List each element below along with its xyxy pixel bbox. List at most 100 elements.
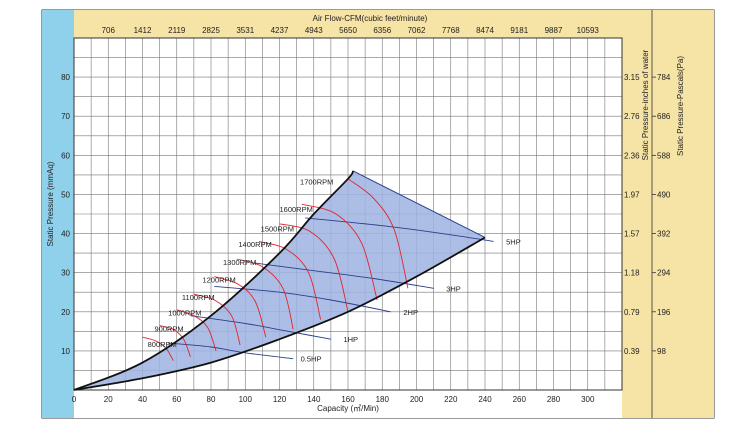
hp-curve: [168, 342, 294, 360]
hp-curves: 0.5HP 1HP 2HP 3HP 5HP: [168, 170, 521, 364]
rpm-curve: [236, 258, 294, 330]
rpm-label: 1600RPM: [280, 205, 313, 214]
cfm-tick-label: 2119: [168, 26, 186, 35]
pascal-tick-label: 490: [657, 190, 671, 199]
cfm-tick-label: 1412: [134, 26, 152, 35]
y-tick-label: 30: [61, 269, 70, 278]
pascal-tick-label: 784: [657, 73, 671, 82]
tick-labels: 0 20 40 60 80 100 120 140 160 180 200 220 240 260 280 3…: [61, 26, 671, 404]
hp-label: 0.5HP: [301, 355, 322, 364]
cfm-band: [74, 10, 622, 38]
x-tick-label: 240: [478, 395, 492, 404]
x-tick-label: 280: [547, 395, 561, 404]
y-tick-label: 70: [61, 112, 70, 121]
bottom-band: [74, 390, 622, 418]
x-tick-label: 120: [273, 395, 287, 404]
rpm-curve: [142, 336, 174, 361]
inches-tick-label: 2.36: [624, 151, 640, 160]
cfm-tick-label: 8474: [476, 26, 494, 35]
rpm-label: 1000RPM: [168, 309, 201, 318]
rpm-curve: [279, 223, 349, 312]
x-axis-label: Capacity (㎥/Min): [317, 404, 379, 413]
rpm-curve: [214, 276, 267, 338]
pascal-band: [652, 10, 714, 418]
inches-tick-label: 0.79: [624, 308, 640, 317]
left-band: [42, 10, 74, 418]
plot-border: [73, 37, 623, 391]
rpm-label: 900RPM: [154, 324, 183, 333]
x-tick-label: 80: [207, 395, 216, 404]
rpm-label: 1300RPM: [223, 258, 256, 267]
rpm-label: 1200RPM: [202, 275, 235, 284]
inches-tick-label: 1.18: [624, 269, 640, 278]
rpm-curve: [159, 325, 191, 357]
x-tick-label: 260: [513, 395, 527, 404]
hp-label: 2HP: [403, 308, 418, 317]
rpm-curve: [258, 240, 322, 320]
rpm-curve: [347, 178, 409, 289]
rpm-label: 1700RPM: [300, 178, 333, 187]
x-tick-label: 300: [581, 395, 595, 404]
cfm-tick-label: 6356: [373, 26, 391, 35]
hp-curve: [190, 315, 331, 340]
inches-tick-label: 2.76: [624, 112, 640, 121]
x-tick-label: 160: [341, 395, 355, 404]
hp-label: 1HP: [343, 335, 358, 344]
x-tick-label: 40: [138, 395, 147, 404]
x-tick-label: 180: [376, 395, 390, 404]
x-tick-label: 20: [104, 395, 113, 404]
region-top-edge: [352, 170, 486, 238]
rpm-curves: 800RPM 900RPM 1000RPM 1100RPM 1200RPM 1300RPM…: [142, 178, 409, 361]
lower-boundary-curve: [73, 236, 486, 391]
hp-label: 3HP: [446, 284, 461, 293]
cfm-tick-label: 4237: [271, 26, 289, 35]
y-tick-label: 80: [61, 73, 70, 82]
cfm-tick-label: 9181: [510, 26, 528, 35]
inches-tick-label: 1.97: [624, 190, 640, 199]
inches-tick-label: 3.15: [624, 73, 640, 82]
cfm-tick-label: 7062: [408, 26, 426, 35]
pascal-tick-label: 196: [657, 308, 671, 317]
y-axis-label: Static Pressure (mmAq): [46, 161, 55, 246]
rpm-curve: [193, 293, 241, 346]
cfm-tick-label: 9887: [545, 26, 563, 35]
inches-tick-label: 1.57: [624, 230, 640, 239]
x-tick-label: 100: [239, 395, 253, 404]
pascal-tick-label: 392: [657, 230, 671, 239]
y2-axis-label: Static Pressure-inches of water: [641, 49, 650, 160]
y-tick-label: 60: [61, 151, 70, 160]
inches-tick-label: 0.39: [624, 347, 640, 356]
rpm-label: 1100RPM: [182, 293, 215, 302]
cfm-tick-label: 10593: [577, 26, 600, 35]
x-tick-label: 200: [410, 395, 424, 404]
rpm-label: 1500RPM: [261, 225, 294, 234]
cfm-tick-label: 3531: [236, 26, 254, 35]
inches-band: [622, 10, 652, 418]
x-tick-label: 60: [172, 395, 181, 404]
cfm-tick-label: 5650: [339, 26, 357, 35]
x-tick-label: 220: [444, 395, 458, 404]
rpm-curve: [176, 309, 217, 352]
x-tick-label: 0: [72, 395, 77, 404]
rpm-label: 800RPM: [148, 340, 177, 349]
pascal-tick-label: 588: [657, 151, 671, 160]
y3-axis-label: Static Pressure-Pascals(Pa): [676, 56, 685, 156]
hp-label: 5HP: [506, 237, 521, 246]
hp-curve: [214, 285, 391, 313]
rpm-label: 1400RPM: [238, 240, 271, 249]
pascal-tick-label: 294: [657, 269, 671, 278]
pascal-tick-label: 686: [657, 112, 671, 121]
cfm-tick-label: 4943: [305, 26, 323, 35]
y-tick-label: 50: [61, 190, 70, 199]
cfm-tick-label: 7768: [442, 26, 460, 35]
cfm-tick-label: 2825: [202, 26, 220, 35]
x-tick-label: 140: [307, 395, 321, 404]
chart-title: Air Flow-CFM(cubic feet/minute): [313, 14, 428, 23]
y-tick-label: 10: [61, 347, 70, 356]
pascal-tick-label: 98: [657, 347, 666, 356]
upper-boundary-curve: [73, 170, 354, 391]
y-tick-label: 40: [61, 230, 70, 239]
hp-curve: [305, 217, 494, 242]
